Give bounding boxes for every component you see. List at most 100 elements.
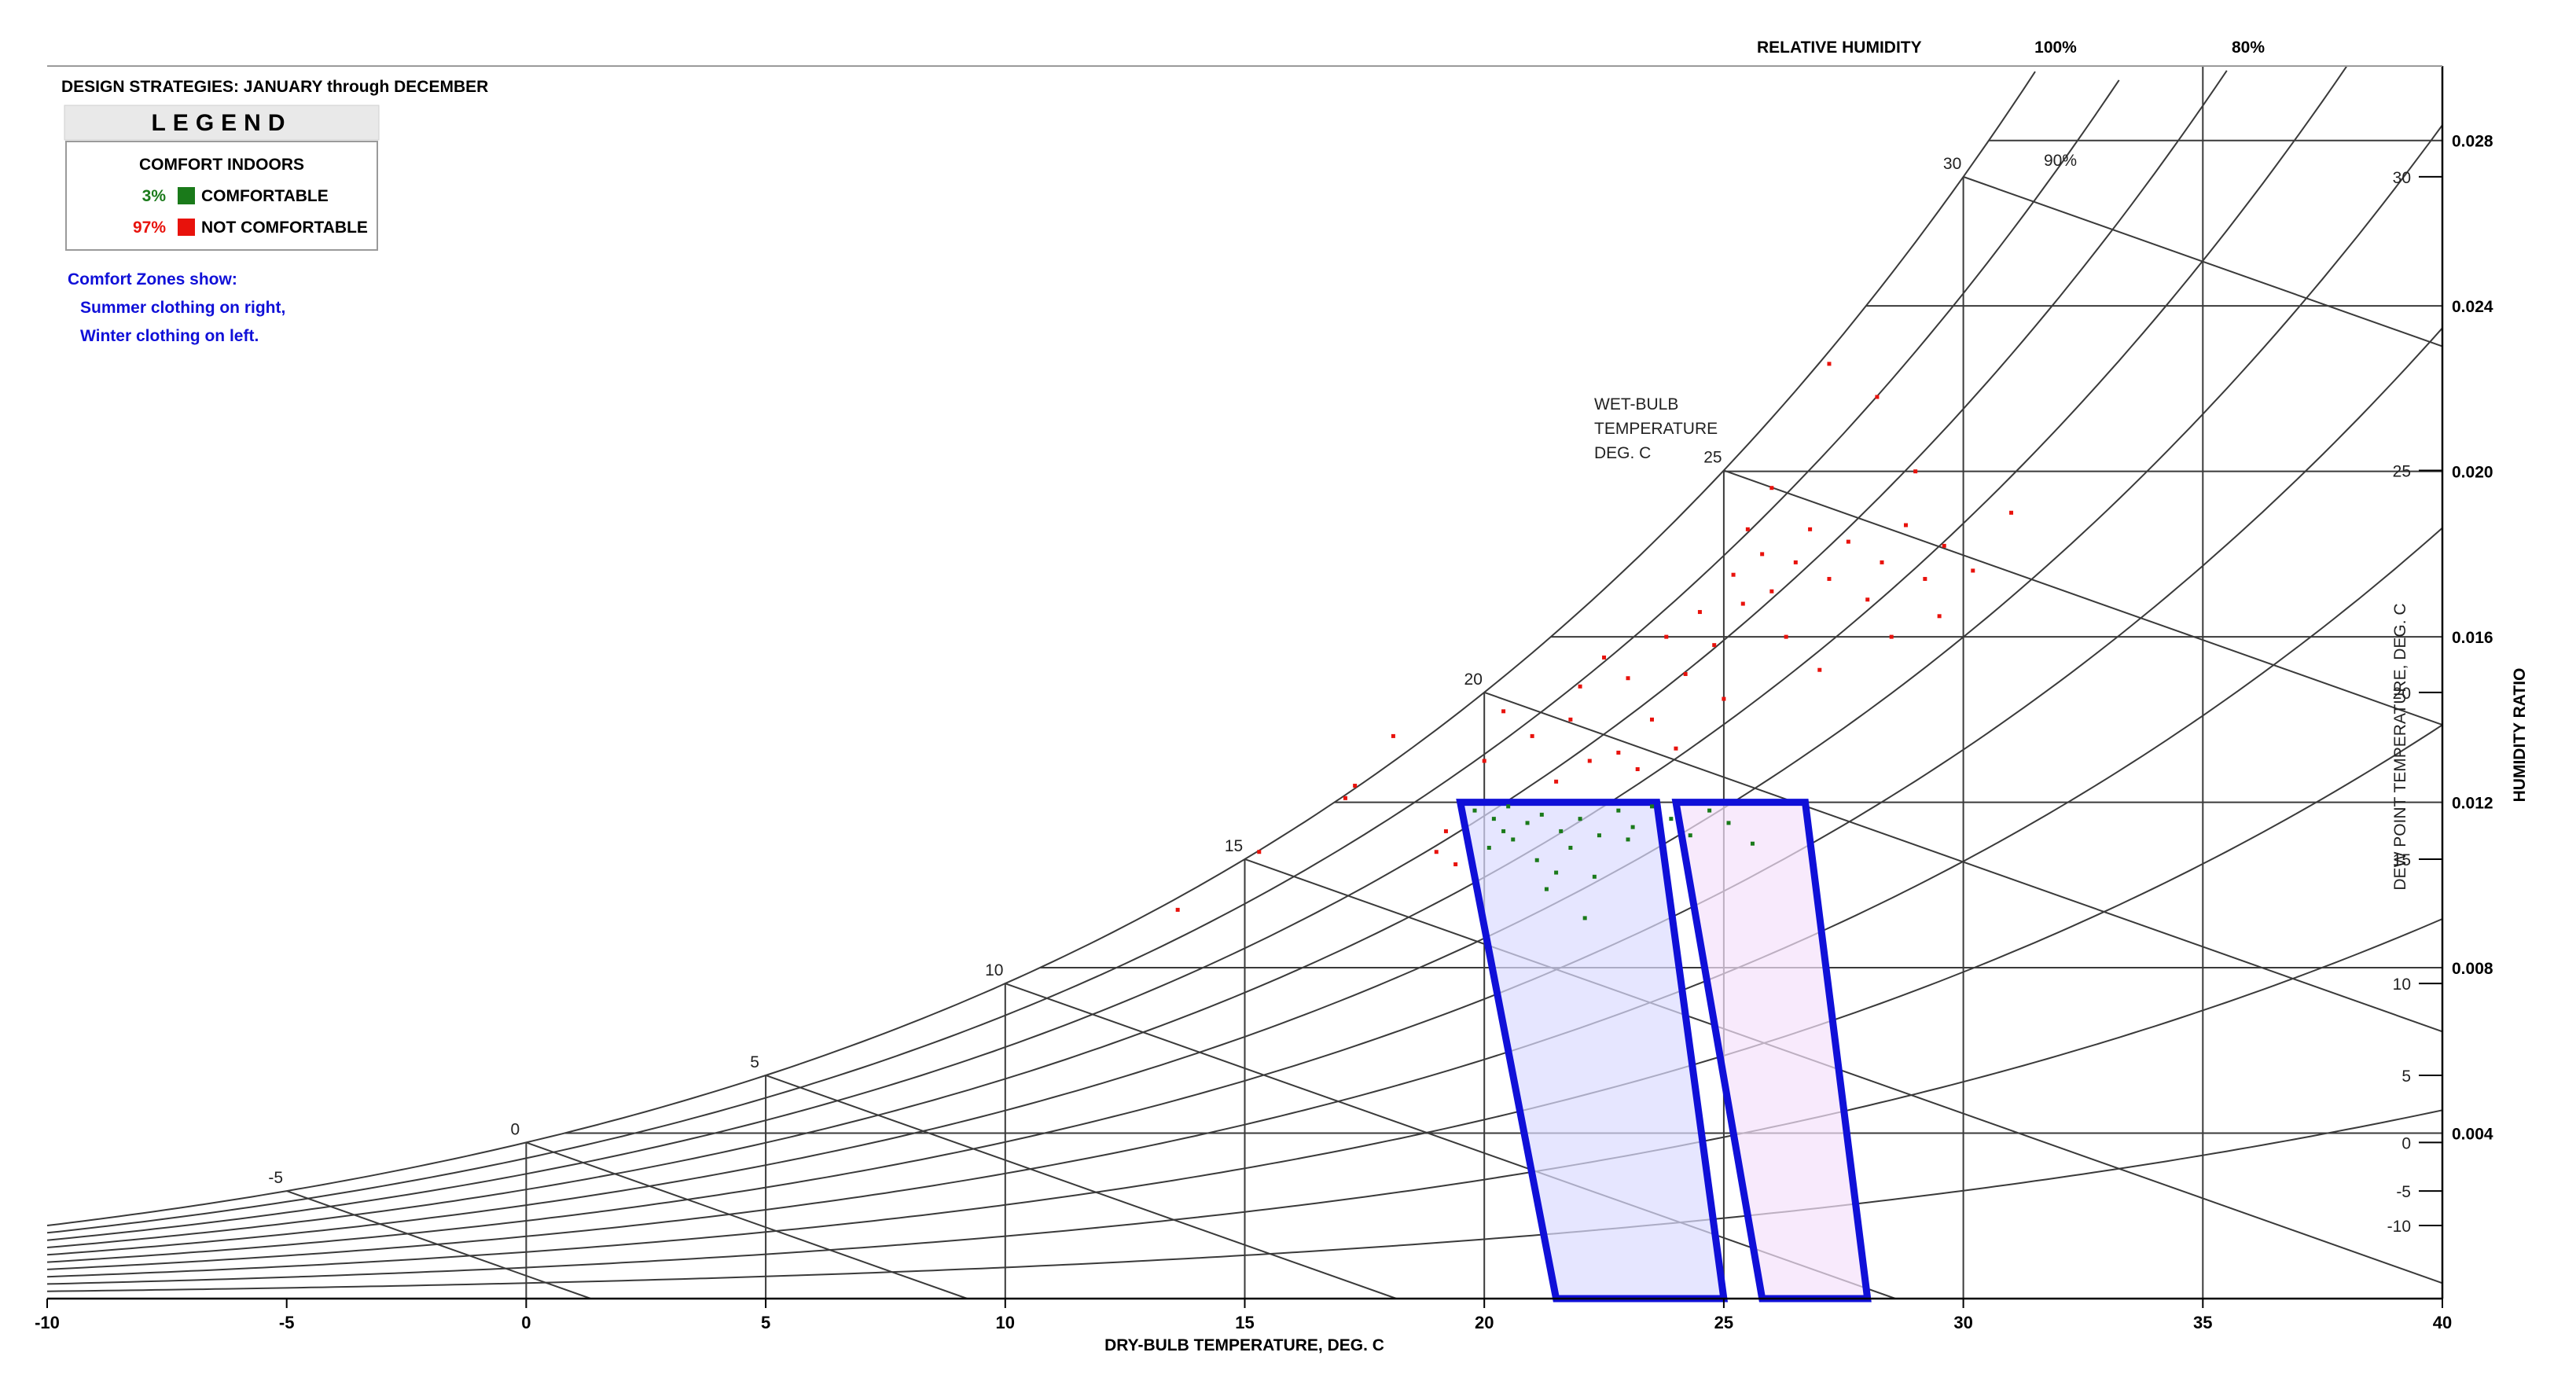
comfortable-point-0 [1472,808,1477,813]
note-line-3: Winter clothing on left. [80,327,259,345]
wet-bulb-line-0 [526,1141,968,1299]
not-comfortable-point-5 [1443,829,1448,833]
comfortable-point-18 [1534,858,1539,862]
not-comfortable-point-41 [1568,717,1573,722]
not-comfortable-point-35 [1913,469,1918,474]
not-comfortable-point-20 [1731,572,1736,577]
comfortable-point-3 [1525,821,1530,825]
not-comfortable-point-49 [1616,750,1621,755]
not-comfortable-point-17 [1683,671,1688,676]
not-comfortable-point-44 [1784,634,1788,639]
not-comfortable-point-10 [1530,733,1534,738]
psychrometric-grid [46,66,2443,1299]
comfortable-point-12 [1688,833,1692,838]
dew-point-tick-label-7: 25 [2393,462,2411,480]
dew-point-axis-title: DEW POINT TEMPERATURE, DEG. C [2391,603,2409,890]
y-tick-label-2: 0.012 [2452,795,2493,813]
y-tick-label-5: 0.024 [2452,298,2493,316]
not-comfortable-point-23 [1769,589,1774,593]
rh-inner-90: 90% [2044,152,2077,170]
legend-not-comfortable-label: NOT COMFORTABLE [201,219,368,237]
not-comfortable-point-9 [1482,759,1486,763]
not-comfortable-point-16 [1664,634,1669,639]
wet-bulb-tick-25: 25 [1703,448,1722,466]
comfortable-point-8 [1616,808,1621,813]
comfortable-point-11 [1669,817,1674,821]
comfortable-point-1 [1491,817,1496,821]
not-comfortable-point-11 [1554,779,1559,784]
dew-point-tick-label-8: 30 [2393,169,2411,187]
comfortable-point-4 [1539,812,1544,817]
legend-comfortable-pct: 3% [142,187,167,205]
comfortable-point-9 [1630,825,1635,829]
comfortable-point-7 [1597,833,1601,838]
axes: 0.004 0.008 0.012 0.016 0.020 0.024 0.028 -5 0 5 1… [35,65,2493,1332]
y-axis-title: HUMIDITY RATIO [2511,668,2529,803]
not-comfortable-point-14 [1626,676,1630,681]
not-comfortable-point-18 [1697,610,1702,615]
x-tick-label-2: 0 [521,1313,531,1332]
x-tick-label-7: 25 [1714,1313,1733,1332]
comfortable-point-16 [1486,845,1491,850]
weather-data-points [1175,362,2014,921]
y-tick-label-0: 0.004 [2452,1126,2493,1144]
not-comfortable-point-22 [1760,552,1765,557]
not-comfortable-point-36 [1875,395,1880,399]
not-comfortable-point-42 [1635,766,1640,771]
not-comfortable-point-28 [1865,597,1870,602]
not-comfortable-point-19 [1712,643,1717,648]
not-comfortable-point-33 [1971,568,1975,573]
comfortable-point-22 [1582,916,1587,921]
comfortable-point-24 [1501,829,1506,833]
not-comfortable-point-8 [1501,709,1506,714]
comfortable-point-15 [1750,841,1755,846]
dew-point-tick-label-2: 0 [2401,1134,2411,1152]
wet-bulb-tick-5: 5 [750,1053,759,1071]
note-line-1: Comfort Zones show: [68,270,237,288]
not-comfortable-point-43 [1674,746,1678,751]
comfortable-point-2 [1506,804,1511,809]
comfortable-point-14 [1726,821,1731,825]
legend-comfortable-label: COMFORTABLE [201,187,329,205]
not-comfortable-point-25 [1808,527,1813,531]
x-tick-label-4: 10 [996,1313,1015,1332]
dew-point-tick-label-3: 5 [2401,1067,2411,1086]
rh-tick-100: 100% [2034,39,2077,57]
not-comfortable-point-31 [1923,576,1927,581]
legend-title: LEGEND [151,110,292,136]
wet-bulb-tick--5: -5 [268,1169,283,1187]
x-tick-label-5: 15 [1235,1313,1254,1332]
legend-title-box [64,105,380,141]
comfortable-point-25 [1568,845,1573,850]
legend-comfortable-swatch [178,187,195,204]
rh-curve-90 [46,79,2120,1234]
not-comfortable-point-30 [1903,523,1908,527]
x-tick-label-6: 20 [1475,1313,1494,1332]
comfortable-point-13 [1707,808,1712,813]
not-comfortable-point-29 [1880,560,1884,564]
not-comfortable-point-37 [1827,362,1832,366]
not-comfortable-point-38 [1769,486,1774,491]
dew-point-tick-label-1: -5 [2396,1183,2411,1201]
y-tick-label-1: 0.008 [2452,960,2493,978]
not-comfortable-point-48 [1722,696,1726,701]
chart-title: DESIGN STRATEGIES: JANUARY through DECEM… [61,78,488,96]
not-comfortable-point-15 [1649,717,1654,722]
not-comfortable-point-47 [1937,614,1942,619]
wet-bulb-label-1: WET-BULB [1594,395,1678,413]
dew-point-tick-label-4: 10 [2393,976,2411,994]
wet-bulb-line-20 [1483,691,2443,1033]
not-comfortable-point-2 [1343,796,1347,800]
comfortable-point-20 [1592,874,1597,879]
wet-bulb-line-25 [1723,469,2443,726]
wet-bulb-tick-20: 20 [1464,671,1483,689]
not-comfortable-point-32 [1942,543,1946,548]
not-comfortable-point-13 [1587,759,1592,763]
comfortable-point-6 [1578,817,1582,821]
not-comfortable-point-45 [1817,667,1822,672]
not-comfortable-point-0 [1175,907,1180,912]
x-tick-label-9: 35 [2193,1313,2212,1332]
not-comfortable-point-3 [1353,784,1358,788]
